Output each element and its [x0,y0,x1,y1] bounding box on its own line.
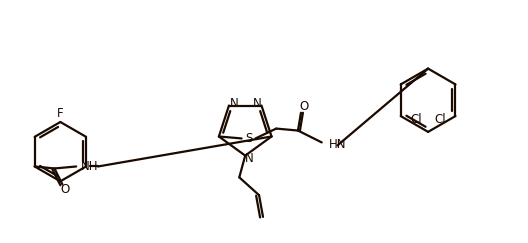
Text: N: N [230,97,238,110]
Text: NH: NH [81,160,99,173]
Text: N: N [245,152,253,165]
Text: N: N [253,97,262,110]
Text: O: O [299,100,308,113]
Text: F: F [57,107,64,120]
Text: S: S [245,132,252,145]
Text: Cl: Cl [434,113,446,126]
Text: HN: HN [328,138,346,151]
Text: Cl: Cl [411,113,422,126]
Text: O: O [61,183,70,196]
